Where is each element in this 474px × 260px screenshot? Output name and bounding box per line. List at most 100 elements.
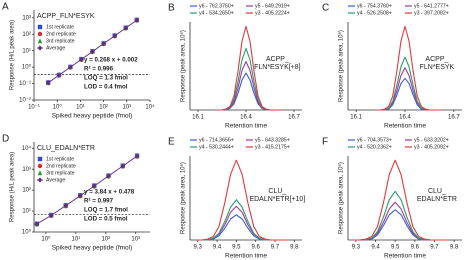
panel-title: CLU_EDALN*ETR — [37, 145, 95, 152]
annotation: LOQ = 1.3 fmol — [84, 75, 128, 82]
legend-label: Average — [46, 177, 65, 183]
legend-label: y5 - 641.2777+ — [414, 3, 449, 9]
chromatogram-trace — [353, 159, 449, 241]
x-tick-label: 16.4 — [399, 115, 411, 121]
chromatogram-trace — [353, 201, 449, 241]
marker — [134, 17, 140, 23]
legend-label: 2nd replicate — [46, 31, 76, 37]
panel-label: F — [322, 137, 328, 148]
legend-label: y4 - 526.2508+ — [357, 10, 392, 16]
annotation: FLN*ESYK[+8] — [254, 64, 301, 71]
legend-label: y3 - 397.2082+ — [414, 10, 449, 16]
y-axis-label: Response (peak area, 10⁶) — [338, 162, 345, 234]
x-tick-label: 9.5 — [232, 245, 241, 251]
marker — [48, 212, 54, 219]
y-tick-label: 10² — [22, 188, 31, 194]
legend-label: y4 - 534.2650+ — [199, 10, 234, 16]
x-tick-label: 10¹ — [72, 237, 81, 243]
x-tick-label: 9.8 — [450, 245, 459, 251]
legend-label: y6 - 704.3573+ — [357, 137, 392, 143]
x-tick-label: 9.3 — [352, 245, 361, 251]
legend-label: y5 - 643.3285+ — [255, 137, 290, 143]
marker — [56, 72, 62, 78]
y-tick-label: 10⁻² — [19, 98, 31, 104]
x-tick-label: 9.4 — [213, 245, 222, 251]
x-tick-label: 10¹ — [76, 105, 85, 111]
x-axis-label: Spiked heavy peptide (fmol) — [52, 113, 133, 120]
legend-label: y5 - 633.3202+ — [414, 137, 449, 143]
x-tick-label: 16.1 — [350, 115, 362, 121]
x-tick-label: 9.7 — [430, 245, 439, 251]
x-tick-label: 9.6 — [251, 245, 260, 251]
annotation: LOD = 0.5 fmol — [84, 216, 128, 223]
chromatogram-trace — [376, 67, 442, 111]
x-tick-label: 10⁰ — [41, 236, 51, 243]
x-tick-label: 16.1 — [192, 115, 204, 121]
x-axis-label: Retention time — [225, 123, 267, 130]
chromatogram-trace — [195, 159, 289, 241]
legend-label: 1st replicate — [46, 24, 74, 30]
panel-label: E — [168, 137, 175, 148]
panel-title: ACPP_FLN*ESYK — [37, 13, 95, 20]
annotation: ACPP_ — [425, 56, 448, 63]
legend-marker — [37, 163, 43, 169]
chromatogram-trace — [353, 209, 449, 241]
legend-marker — [37, 24, 43, 30]
chromatogram-trace — [376, 77, 442, 111]
marker — [79, 56, 84, 63]
y-tick-label: 10³ — [22, 15, 31, 21]
x-axis-label: Retention time — [384, 123, 426, 130]
marker — [63, 203, 68, 209]
marker — [68, 64, 73, 70]
annotation: R² = 0.997 — [84, 198, 114, 205]
marker — [91, 183, 97, 189]
legend-label: 1st replicate — [46, 156, 74, 162]
annotation: EDALN*ETR[+10] — [249, 196, 305, 203]
y-tick-label: 10⁻¹ — [19, 81, 31, 87]
chromatogram-trace — [218, 72, 282, 111]
x-axis-label: Spiked heavy peptide (fmol) — [52, 245, 133, 252]
legend-marker — [37, 170, 43, 176]
x-tick-label: 10⁰ — [53, 104, 63, 111]
marker — [120, 163, 125, 169]
marker — [101, 41, 106, 47]
annotation: y = 0.268 x + 0.002 — [84, 57, 138, 64]
fit-line — [36, 155, 138, 225]
annotation: CLU_ — [268, 188, 286, 195]
legend-label: Average — [46, 45, 65, 51]
chromatogram-trace — [218, 25, 282, 111]
y-tick-label: 10² — [22, 32, 31, 38]
annotation: LOQ = 1.7 fmol — [84, 207, 128, 214]
annotation: FLN*ESYK — [420, 64, 455, 71]
marker — [112, 33, 117, 39]
x-tick-label: 10⁻¹ — [28, 105, 40, 111]
x-tick-label: 16.7 — [448, 115, 460, 121]
x-tick-label: 10² — [101, 237, 110, 243]
chromatogram-trace — [195, 205, 289, 241]
legend-label: y6 - 714.3656+ — [199, 137, 234, 143]
legend-label: 2nd replicate — [46, 163, 76, 169]
legend-label: y3 - 415.2175+ — [255, 144, 290, 150]
panel-label: B — [168, 3, 175, 14]
x-tick-label: 10² — [99, 105, 108, 111]
y-axis-label: Response (peak area, 10⁶) — [338, 30, 345, 102]
legend-marker — [37, 156, 43, 162]
chromatogram-trace — [376, 25, 442, 111]
chromatogram-trace — [195, 214, 289, 241]
x-tick-label: 9.4 — [371, 245, 380, 251]
panel-label: C — [322, 3, 329, 14]
legend-label: y3 - 405.2092+ — [414, 144, 449, 150]
y-tick-label: 10⁴ — [22, 145, 32, 152]
annotation: CLU_ — [428, 188, 446, 195]
y-axis-label: Response (peak area, 10⁵) — [180, 30, 187, 102]
marker — [123, 25, 128, 31]
legend-label: y6 - 762.3760+ — [199, 3, 234, 9]
y-tick-label: 10³ — [22, 167, 31, 173]
x-tick-label: 10³ — [122, 105, 131, 111]
x-tick-label: 10³ — [131, 237, 140, 243]
x-axis-label: Retention time — [384, 253, 426, 260]
y-axis-label: Response (peak area, 10⁶) — [180, 162, 187, 234]
legend-marker — [37, 45, 43, 51]
x-tick-label: 9.6 — [411, 245, 420, 251]
